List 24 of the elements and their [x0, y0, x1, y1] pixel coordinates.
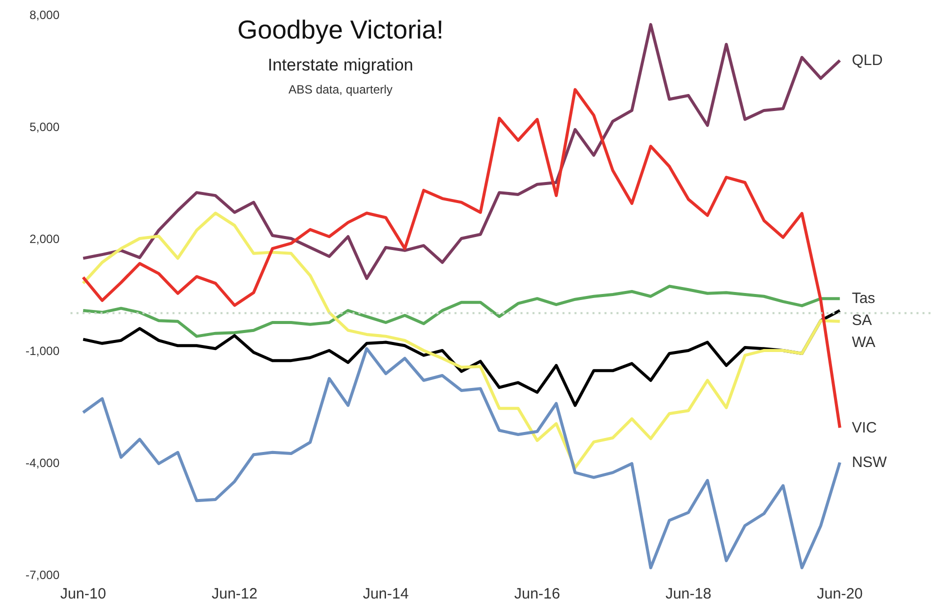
y-tick-label: -4,000 — [25, 456, 60, 470]
series-label: Tas — [852, 290, 876, 308]
line-series — [82, 212, 842, 470]
y-tick-label: 2,000 — [29, 232, 60, 246]
x-tick-label: Jun-16 — [514, 586, 560, 602]
y-tick-label: -1,000 — [25, 344, 60, 358]
y-tick-label: 8,000 — [29, 8, 60, 22]
y-tick-label: -7,000 — [25, 568, 60, 582]
line-series — [82, 347, 842, 570]
series-label: NSW — [852, 454, 888, 471]
x-tick-label: Jun-18 — [665, 586, 712, 602]
line-series — [82, 284, 842, 338]
chart-title: Goodbye Victoria! — [237, 14, 444, 44]
x-tick-label: Jun-20 — [816, 586, 863, 602]
series-label: SA — [852, 312, 872, 330]
x-tick-label: Jun-14 — [362, 586, 409, 602]
series-label: VIC — [852, 419, 878, 436]
series-label: WA — [852, 334, 876, 352]
annotation: ABS data, quarterly — [288, 82, 393, 96]
x-tick-label: Jun-12 — [212, 586, 258, 602]
series-label: QLD — [852, 52, 883, 69]
text: Interstate migration — [268, 56, 414, 74]
x-tick-label: Jun-10 — [60, 586, 106, 602]
y-tick-label: 5,000 — [29, 120, 60, 134]
